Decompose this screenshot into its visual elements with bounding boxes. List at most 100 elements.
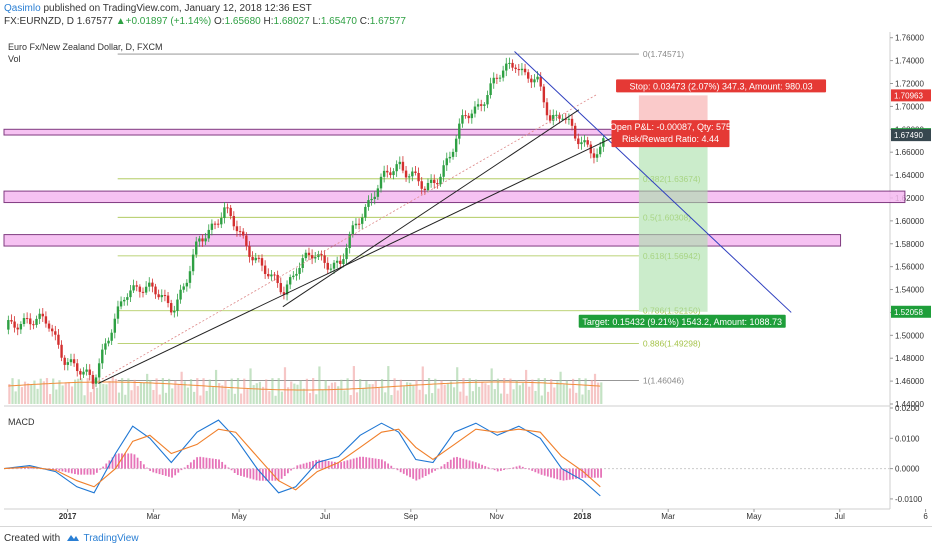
candle-body [423,188,427,191]
volume-bar [99,381,102,404]
candle-body [426,182,430,191]
macd-histogram-bar [575,468,577,479]
volume-bar [171,388,174,404]
volume-bar [487,385,490,404]
volume-bar [333,382,337,404]
candle-body [339,260,342,265]
candle-body [589,144,593,154]
volume-bar [427,378,431,404]
risk-reward-label: Risk/Reward Ratio: 4.44 [622,134,719,144]
candle-body [38,313,41,319]
macd-histogram-bar [196,457,198,469]
candle-body [586,140,589,145]
price-tick-label: 1.58000 [895,240,924,249]
macd-histogram-bar [233,468,236,473]
volume-bar [199,395,202,404]
price-tick-label: 1.74000 [895,57,924,66]
candle-body [495,77,499,79]
macd-histogram-bar [296,465,299,469]
volume-bar [268,391,271,404]
volume-bar [359,378,362,404]
macd-histogram-bar [559,468,562,481]
volume-bar [550,379,553,404]
volume-bar [431,393,434,404]
candle-body [523,68,527,73]
volume-bar [365,381,368,404]
candle-body [486,95,489,105]
macd-histogram-bar [271,468,274,481]
volume-bar [274,395,277,404]
macd-histogram-bar [471,461,474,469]
macd-histogram-bar [199,456,202,469]
stop-label-bg [616,79,827,93]
candle-body [467,115,470,119]
volume-bar [393,378,396,404]
price-chart[interactable]: 1.760001.740001.720001.700001.680001.660… [0,0,932,526]
candle-body [501,70,505,78]
time-tick-label: Jul [835,512,845,521]
macd-histogram-bar [243,468,245,477]
macd-histogram-bar [161,468,164,475]
volume-bar [45,378,49,404]
volume-bar [449,381,453,404]
candle-body [94,377,98,384]
volume-bar [377,387,381,404]
macd-label: MACD [8,417,35,427]
macd-histogram-bar [312,460,314,469]
volume-bar [299,380,302,404]
close-value: 1.67577 [369,16,406,27]
macd-tick-label: 0.0100 [895,434,920,443]
macd-histogram-bar [146,467,148,469]
candle-body [179,289,182,300]
volume-bar [49,394,52,404]
volume-bar [399,379,402,404]
candle-body [19,324,23,330]
volume-bar [74,379,77,404]
candle-body [304,252,308,259]
volume-bar [578,378,581,404]
candle-body [367,200,370,207]
price-tick-label: 1.46000 [895,377,924,386]
candle-body [445,158,448,166]
volume-bar [77,378,80,404]
time-tick-label: 2017 [59,512,77,521]
author-link[interactable]: Qasimlo [4,3,41,14]
signal-line [3,428,601,491]
volume-bar [327,385,330,404]
time-tick-label: Nov [489,512,503,521]
candle-body [188,271,192,283]
volume-bar [193,391,196,404]
volume-bar [302,388,305,404]
price-tick-label: 1.66000 [895,148,924,157]
macd-histogram-bar [95,468,98,473]
candle-body [382,170,386,177]
price-tick-label: 1.50000 [895,331,924,340]
volume-bar [499,393,503,404]
macd-histogram-bar [406,468,408,476]
candle-body [82,371,85,375]
volume-bar [114,378,117,404]
macd-histogram-bar [133,454,136,469]
volume-bar [368,384,371,404]
macd-histogram-bar [224,464,227,469]
pnl-box-bg [611,120,730,148]
macd-histogram-bar [23,467,26,469]
macd-histogram-bar [396,468,399,471]
macd-histogram-bar [543,468,546,476]
candle-body [25,318,29,320]
volume-bar [142,382,146,404]
up-arrow-icon: ▲ [115,16,126,27]
volume-bar [337,386,340,404]
candle-body [157,294,160,298]
volume-bar [568,388,572,404]
tradingview-brand-link[interactable]: TradingView [83,533,139,544]
candle-body [314,257,317,259]
candle-body [119,301,123,307]
macd-histogram-bar [484,466,487,469]
candle-body [267,273,270,277]
macd-histogram-bar [136,457,139,469]
candle-body [564,118,567,120]
high-label: H: [263,16,274,27]
candle-body [32,324,35,326]
candle-body [213,223,217,225]
